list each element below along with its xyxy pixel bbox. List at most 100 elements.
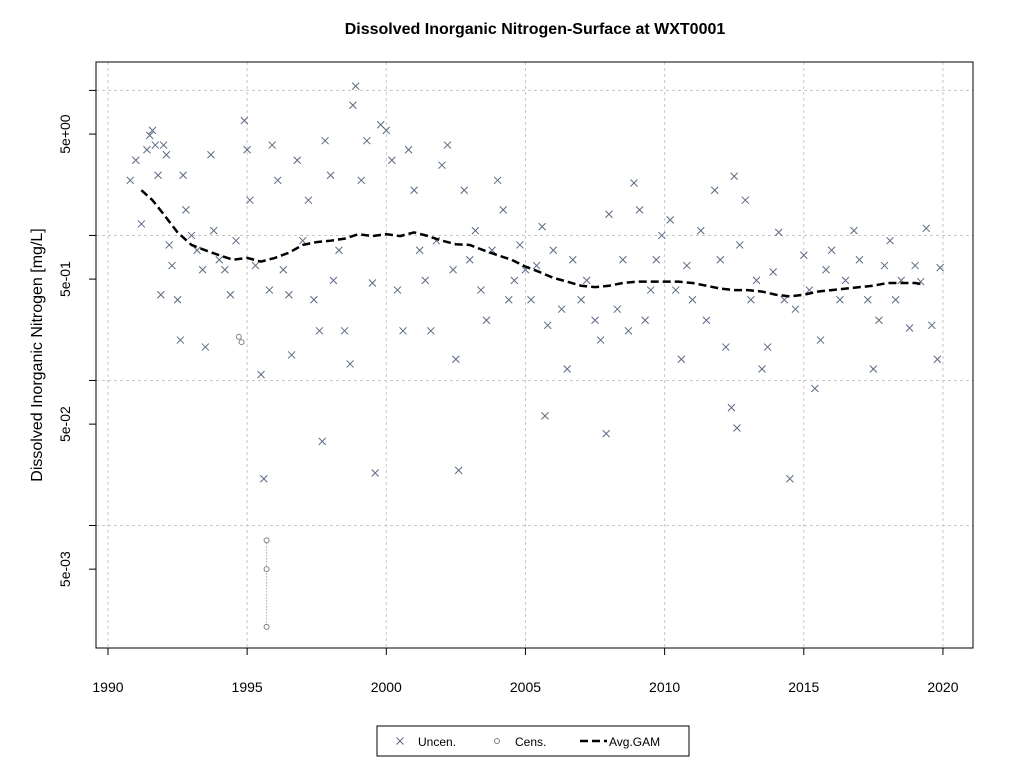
- point: [145, 131, 154, 140]
- point: [683, 261, 691, 270]
- point: [532, 261, 541, 270]
- point: [657, 231, 666, 240]
- point: [482, 316, 491, 325]
- point: [346, 360, 354, 368]
- point: [774, 228, 783, 237]
- point: [527, 295, 535, 304]
- plot-frame: [95, 61, 974, 649]
- point: [449, 265, 457, 274]
- point: [677, 355, 686, 364]
- point: [162, 150, 171, 159]
- point: [137, 220, 146, 228]
- point: [841, 276, 850, 285]
- point: [454, 466, 463, 475]
- point: [875, 316, 883, 325]
- point: [165, 241, 174, 249]
- point: [443, 141, 452, 149]
- point: [752, 276, 761, 285]
- y-tick-label: 5e+00: [57, 114, 73, 154]
- point: [816, 336, 825, 344]
- point: [769, 268, 778, 276]
- point: [193, 246, 201, 255]
- point: [613, 305, 622, 314]
- point: [329, 276, 338, 285]
- point: [605, 210, 613, 219]
- point: [221, 265, 229, 274]
- point: [516, 241, 524, 249]
- point: [154, 171, 162, 180]
- point: [215, 255, 224, 264]
- gam-line: [140, 189, 924, 298]
- point: [863, 295, 872, 304]
- point: [710, 186, 719, 195]
- point: [543, 321, 552, 330]
- point: [891, 295, 900, 304]
- point: [176, 336, 185, 344]
- point: [268, 141, 277, 149]
- point: [265, 286, 274, 294]
- point: [936, 263, 945, 272]
- point: [688, 295, 697, 304]
- point: [499, 206, 508, 214]
- point: [263, 623, 270, 630]
- point: [741, 196, 750, 205]
- x-tick-label: 2020: [927, 679, 958, 695]
- point: [287, 351, 296, 359]
- point: [159, 141, 168, 149]
- point: [326, 171, 335, 180]
- point: [143, 145, 151, 154]
- point: [251, 261, 260, 270]
- point: [758, 365, 766, 373]
- x-tick-label: 1990: [92, 679, 123, 695]
- legend-label: Cens.: [515, 735, 546, 749]
- legend-marker: [494, 738, 500, 744]
- point: [371, 469, 380, 477]
- point: [641, 316, 649, 325]
- point: [666, 216, 675, 224]
- point: [263, 566, 270, 573]
- point: [652, 255, 661, 264]
- point: [235, 333, 242, 340]
- point: [596, 336, 605, 344]
- point: [730, 172, 739, 181]
- point: [357, 176, 366, 185]
- point: [911, 261, 919, 270]
- point: [131, 156, 140, 165]
- point: [733, 424, 741, 432]
- point: [510, 276, 519, 285]
- point: [591, 316, 599, 325]
- point: [259, 474, 268, 483]
- point: [263, 537, 270, 544]
- point: [582, 276, 591, 285]
- point: [207, 150, 215, 159]
- point: [238, 339, 245, 346]
- point: [465, 255, 474, 264]
- point: [362, 136, 371, 145]
- point: [624, 326, 633, 335]
- x-tick-label: 2010: [649, 679, 680, 695]
- point: [232, 236, 240, 245]
- point: [273, 176, 282, 185]
- legend-label: Avg.GAM: [609, 735, 660, 749]
- chart-title: Dissolved Inorganic Nitrogen-Surface at …: [345, 21, 726, 38]
- point: [763, 343, 772, 351]
- point: [905, 324, 914, 332]
- point: [198, 265, 207, 274]
- point: [393, 286, 402, 294]
- point: [452, 355, 460, 364]
- point: [577, 295, 585, 304]
- point: [880, 261, 889, 270]
- point: [156, 290, 165, 299]
- point: [340, 326, 349, 335]
- point: [257, 370, 265, 379]
- point: [382, 126, 391, 135]
- point: [226, 290, 235, 299]
- point: [619, 255, 627, 264]
- point: [304, 196, 313, 205]
- point: [933, 355, 942, 364]
- point: [602, 429, 611, 438]
- point: [563, 365, 572, 373]
- point: [182, 206, 190, 214]
- legend-label: Uncen.: [418, 735, 456, 749]
